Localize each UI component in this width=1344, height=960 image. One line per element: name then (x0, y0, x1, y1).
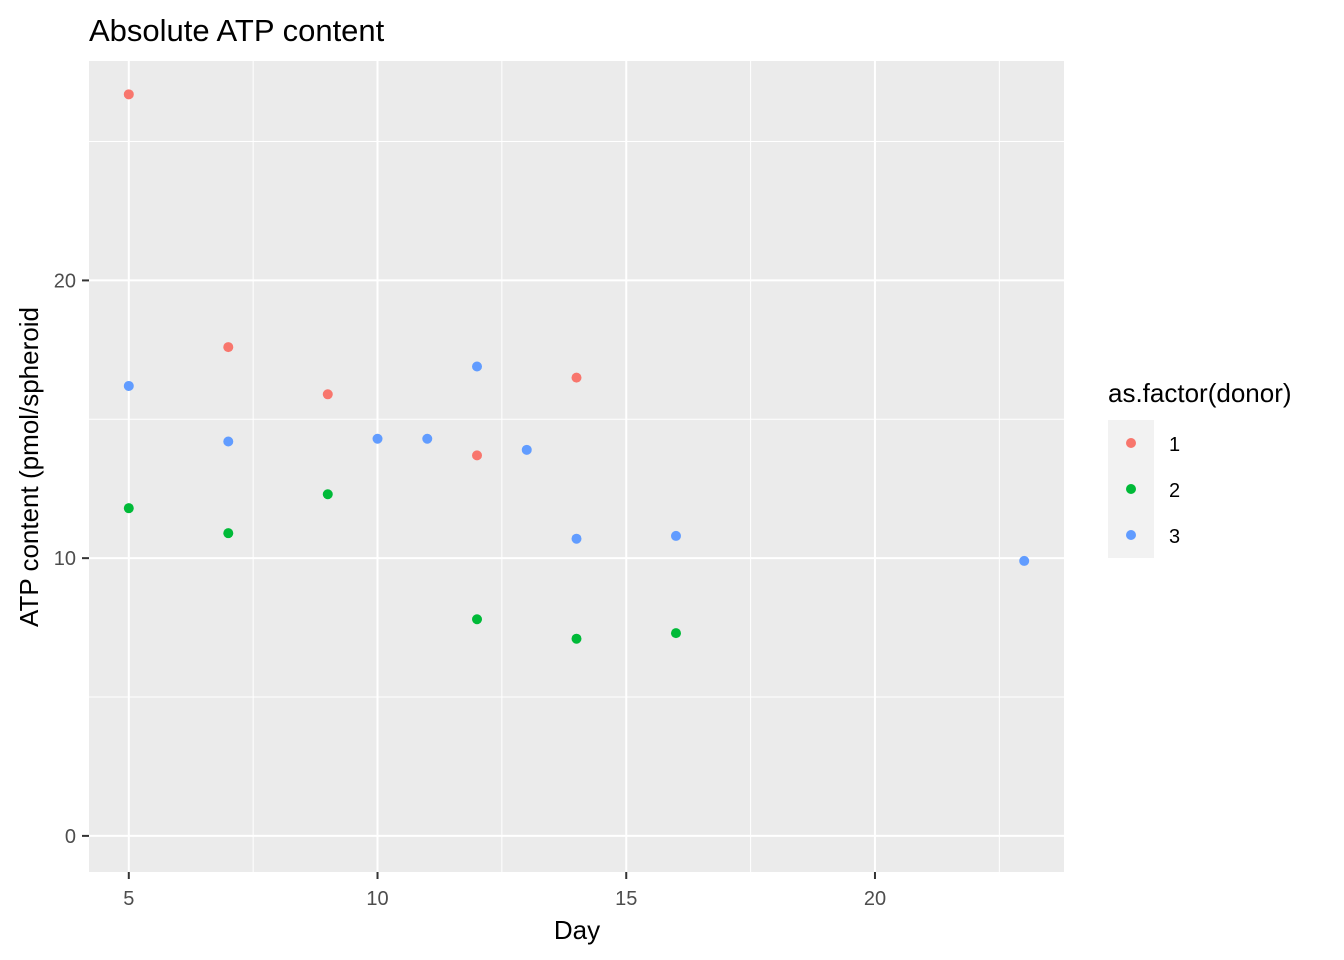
legend-label: 2 (1169, 480, 1180, 502)
x-axis-title: Day (554, 915, 600, 945)
plot-panel (89, 61, 1064, 872)
x-tick-label: 15 (615, 888, 637, 910)
data-point-donor-2 (223, 528, 234, 539)
data-point-donor-3 (223, 436, 234, 447)
data-point-donor-2 (571, 633, 582, 644)
axis-ticks (82, 279, 876, 879)
data-point-donor-1 (223, 342, 234, 353)
legend: as.factor(donor) 1 2 3 (1108, 378, 1292, 558)
legend-title: as.factor(donor) (1108, 378, 1292, 408)
data-point-donor-2 (472, 614, 483, 625)
data-point-donor-3 (670, 530, 681, 541)
data-point-donor-3 (422, 433, 433, 444)
data-point-donor-3 (1019, 555, 1030, 566)
y-tick-label: 20 (54, 270, 76, 292)
minor-gridlines (89, 61, 1064, 872)
y-tick-labels: 0 10 20 (54, 270, 76, 847)
data-point-donor-3 (372, 433, 383, 444)
legend-key-donor-1 (1126, 438, 1136, 448)
x-tick-label: 10 (366, 888, 388, 910)
data-point-donor-2 (123, 503, 134, 514)
data-point-donor-3 (521, 444, 532, 455)
data-point-donor-2 (322, 489, 333, 500)
data-point-donor-1 (472, 450, 483, 461)
x-tick-label: 5 (123, 888, 134, 910)
legend-label: 1 (1169, 434, 1180, 456)
x-tick-label: 20 (864, 888, 886, 910)
data-point-donor-1 (571, 372, 582, 383)
data-point-donor-2 (670, 628, 681, 639)
legend-key-donor-3 (1126, 530, 1136, 540)
data-point-donor-3 (571, 533, 582, 544)
data-point-donor-1 (322, 389, 333, 400)
data-point-donor-3 (472, 361, 483, 372)
y-tick-label: 10 (54, 548, 76, 570)
legend-entries: 1 2 3 (1126, 434, 1180, 548)
data-point-donor-3 (123, 380, 134, 391)
legend-label: 3 (1169, 526, 1180, 548)
x-tick-labels: 5 10 15 20 (123, 888, 886, 910)
chart-title: Absolute ATP content (89, 13, 385, 48)
data-point-donor-1 (123, 89, 134, 100)
major-gridlines (89, 61, 1064, 872)
data-points (123, 89, 1030, 644)
legend-key-donor-2 (1126, 484, 1136, 494)
y-axis-title: ATP content (pmol/spheroid (14, 307, 44, 627)
y-tick-label: 0 (65, 826, 76, 848)
